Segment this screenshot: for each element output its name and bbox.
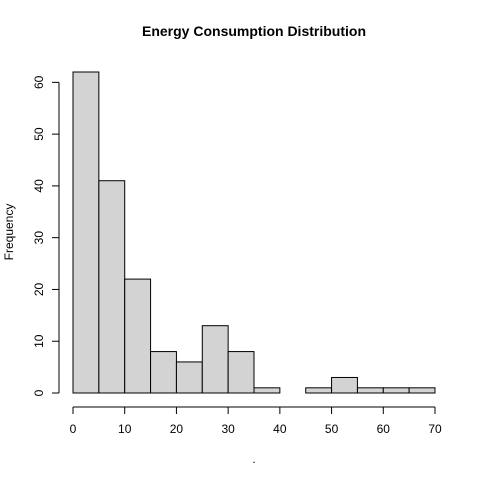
x-tick-label-40: 40 [273,422,287,436]
x-tick-label-10: 10 [118,422,132,436]
y-tick-label-20: 20 [32,282,46,296]
x-tick-label-70: 70 [428,422,442,436]
histogram-bar-11 [356,387,384,394]
histogram-bar-7 [253,387,281,394]
y-tick-label-60: 60 [32,75,46,89]
chart-title: Energy Consumption Distribution [142,23,366,39]
histogram-bar-3 [150,351,177,394]
histogram-bar-10 [331,376,358,394]
x-tick-label-60: 60 [377,422,391,436]
histogram-bar-4 [175,361,203,394]
x-tick-label-20: 20 [170,422,184,436]
y-tick-label-10: 10 [32,334,46,348]
x-tick-label-30: 30 [221,422,235,436]
x-axis-title: . [252,452,255,466]
histogram-bar-13 [408,387,436,394]
histogram-bar-6 [227,351,255,394]
histogram-bar-5 [201,325,229,394]
histogram-bar-12 [382,387,410,394]
y-tick-label-40: 40 [32,179,46,193]
x-axis: 0 10 20 30 40 50 60 70 [70,406,442,436]
histogram-bar-0 [72,71,100,394]
y-tick-label-50: 50 [32,127,46,141]
x-tick-label-50: 50 [325,422,339,436]
y-axis-title: Frequency [2,204,16,261]
bars-layer [72,71,436,394]
histogram-bar-1 [98,180,126,394]
histogram-bar-9 [305,387,333,394]
y-axis: 0 10 20 30 40 50 60 [32,75,60,396]
histogram-bar-2 [124,278,152,394]
y-tick-label-30: 30 [32,231,46,245]
y-tick-label-0: 0 [32,389,46,396]
x-tick-label-0: 0 [70,422,77,436]
